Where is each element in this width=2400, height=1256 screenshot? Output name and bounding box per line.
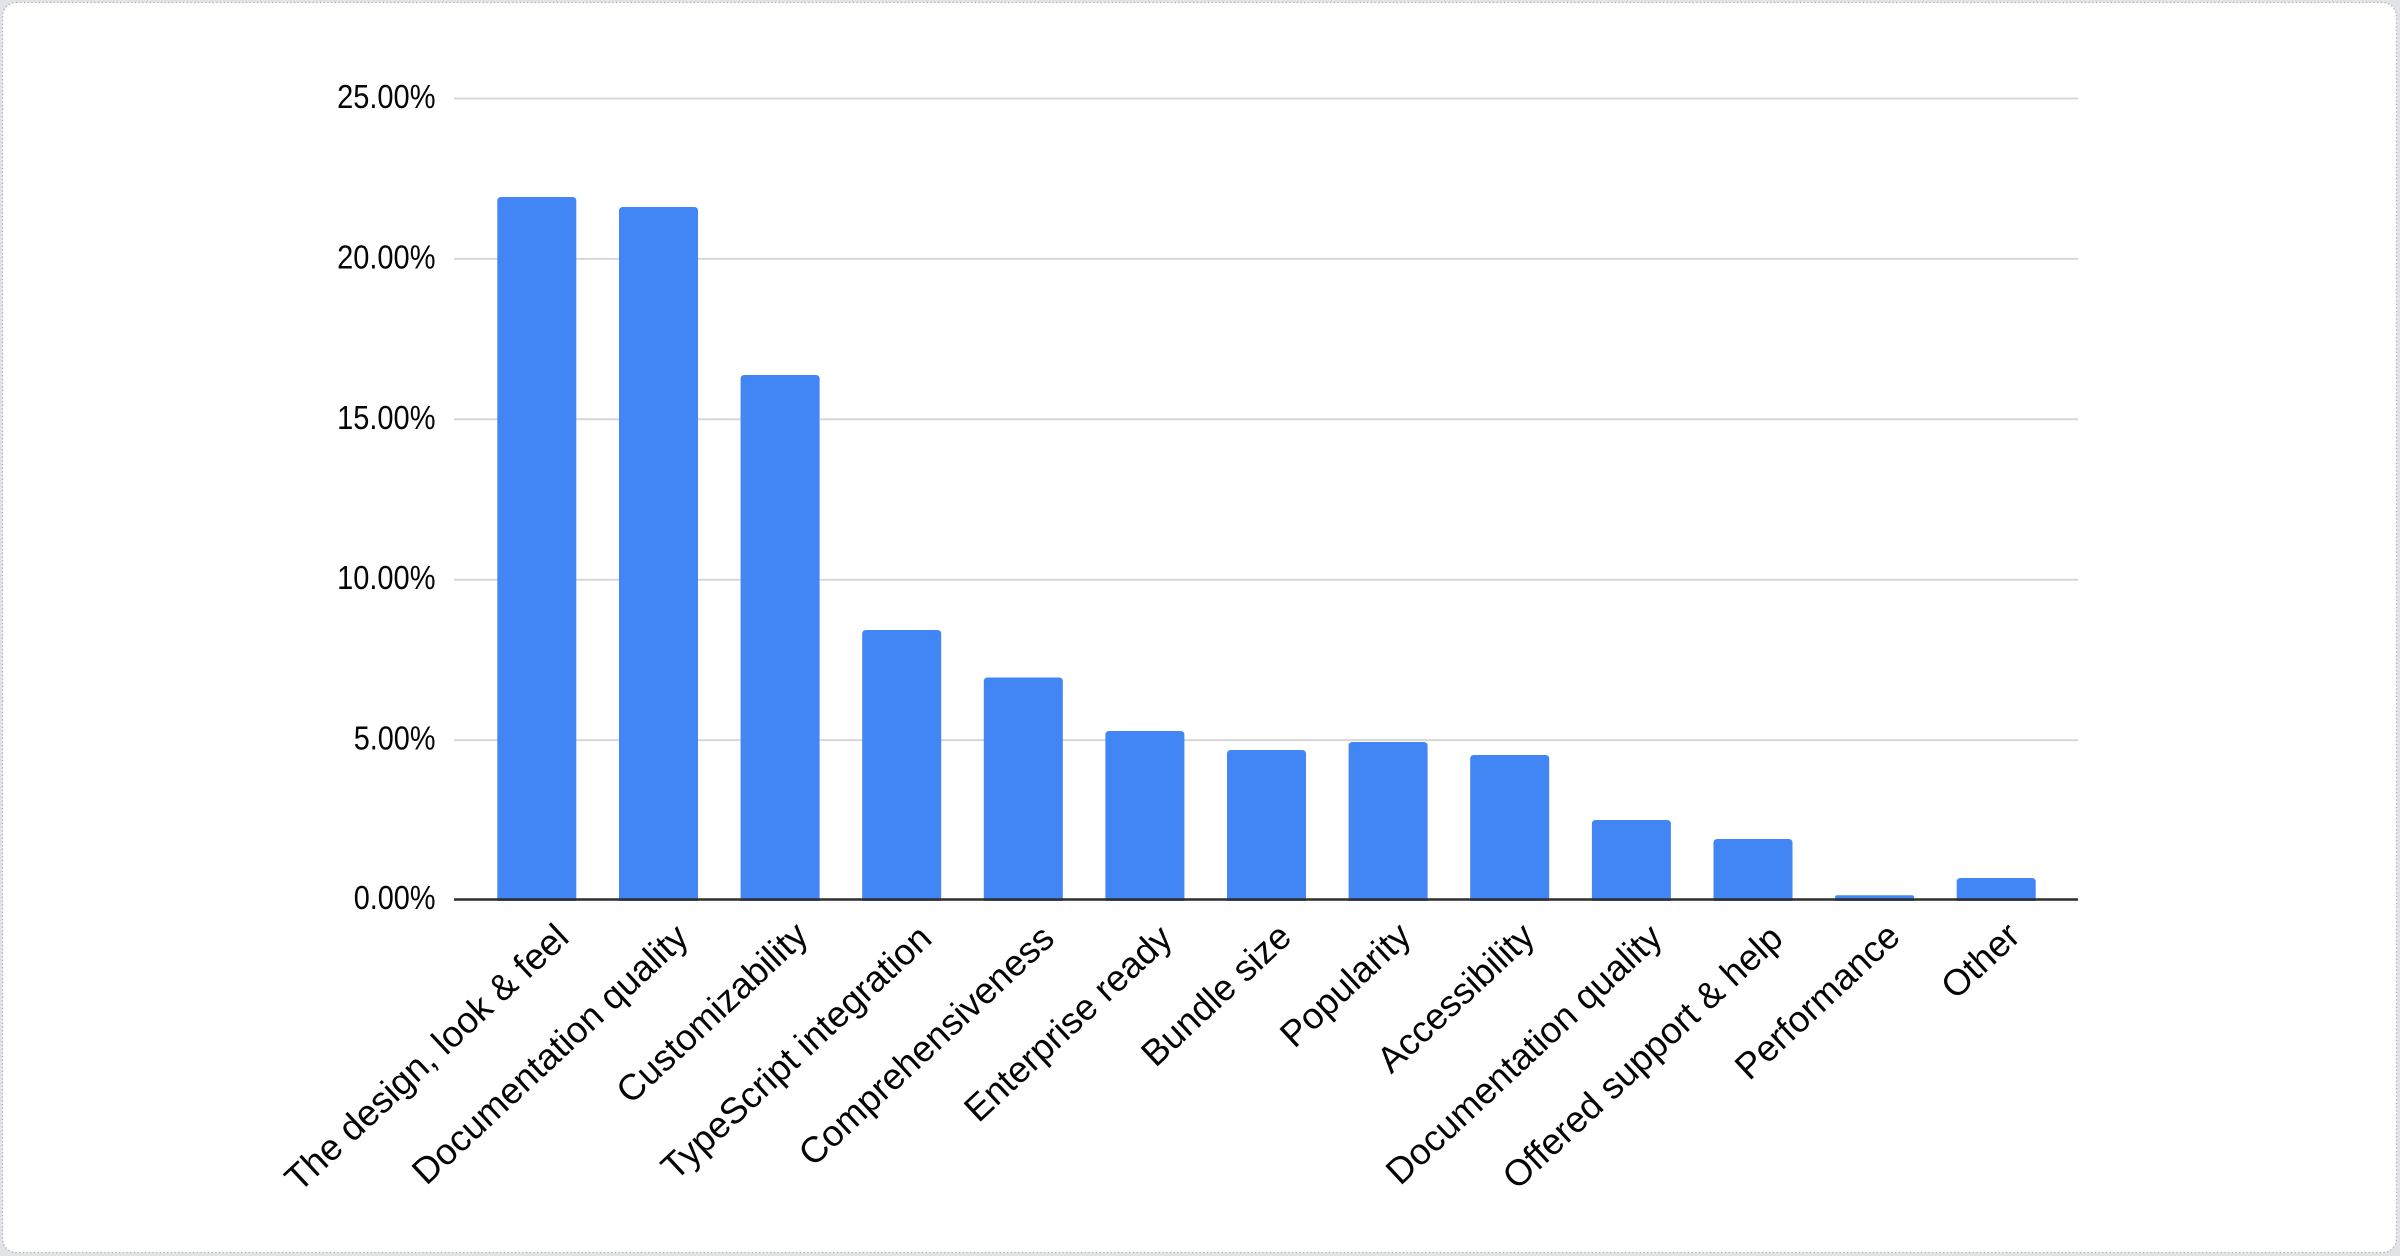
svg-text:10.00%: 10.00% [337, 559, 435, 596]
svg-text:0.00%: 0.00% [354, 879, 436, 916]
svg-text:20.00%: 20.00% [337, 238, 435, 275]
svg-text:15.00%: 15.00% [337, 399, 435, 436]
svg-text:5.00%: 5.00% [354, 720, 436, 757]
svg-text:25.00%: 25.00% [337, 78, 435, 115]
